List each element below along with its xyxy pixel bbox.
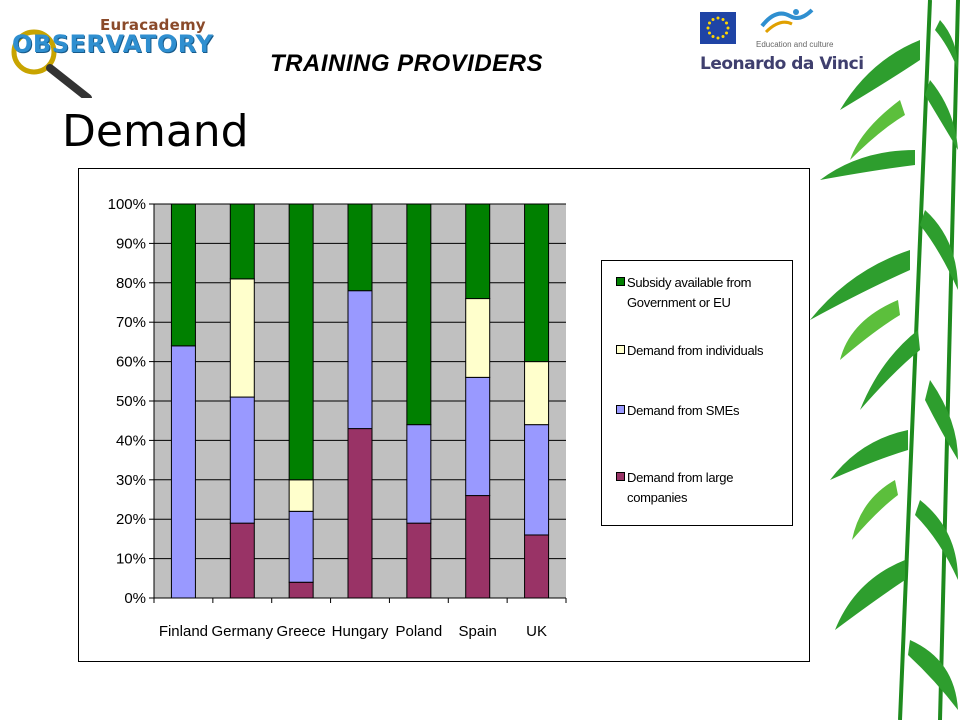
legend-label: Demand from large companies <box>627 470 734 505</box>
y-tick-label: 80% <box>116 275 146 292</box>
bar-segment <box>288 479 314 512</box>
chart-frame: 0% 10% 20% 30% 40% 50% 60% 70% 80% 90% 100% Finlan… <box>78 168 810 662</box>
bar-segment <box>465 495 491 599</box>
legend-swatch <box>616 277 625 286</box>
bar-segment <box>229 203 255 280</box>
bar-segment <box>229 278 255 398</box>
x-tick-label: Poland <box>395 623 442 640</box>
y-tick-label: 20% <box>116 511 146 528</box>
bar-segment <box>170 203 196 347</box>
y-tick-label: 30% <box>116 472 146 489</box>
bar-segment <box>347 203 373 292</box>
y-tick-label: 90% <box>116 235 146 252</box>
y-tick-label: 60% <box>116 354 146 371</box>
logo-euracademy-text: Euracademy <box>100 16 206 34</box>
magnifier-icon <box>11 29 92 98</box>
chart-legend: Subsidy available from Government or EU D… <box>601 260 793 526</box>
bar-segment <box>288 203 314 481</box>
bar-segment <box>465 298 491 378</box>
bamboo-decoration <box>810 0 960 720</box>
legend-swatch <box>616 472 625 481</box>
legend-swatch <box>616 405 625 414</box>
y-tick-label: 100% <box>108 196 146 213</box>
x-tick-labels: Finland Germany Greece Hungary Poland Spain UK <box>159 623 547 640</box>
legend-swatch <box>616 345 625 354</box>
x-tick-label: Finland <box>159 623 208 640</box>
eu-flag-icon <box>700 12 736 44</box>
legend-label: Subsidy available from Government or EU <box>627 275 752 310</box>
bar-segment <box>288 510 314 583</box>
bar-segment <box>229 396 255 524</box>
bar-segment <box>288 581 314 599</box>
page-title: Demand <box>62 106 249 157</box>
bar-segment <box>465 203 491 300</box>
x-tick-label: Germany <box>211 623 273 640</box>
x-tick-label: Hungary <box>332 623 389 640</box>
partner-name: Leonardo da Vinci <box>700 54 864 74</box>
bar-segment <box>229 522 255 599</box>
bar-segment <box>347 290 373 430</box>
stacked-bar-chart: 0% 10% 20% 30% 40% 50% 60% 70% 80% 90% 100% Finlan… <box>108 196 567 640</box>
legend-label: Demand from individuals <box>627 343 764 358</box>
observatory-logo: Euracademy OBSERVATORY <box>4 4 213 98</box>
bar-segment <box>524 424 550 536</box>
axes <box>153 204 567 603</box>
leonardo-da-vinci-logo-icon <box>760 8 814 34</box>
y-tick-label: 70% <box>116 314 146 331</box>
y-tick-label: 0% <box>124 590 146 607</box>
x-tick-label: Spain <box>459 623 497 640</box>
legend-label: Demand from SMEs <box>627 403 740 418</box>
bar-segment <box>406 522 432 599</box>
y-tick-label: 10% <box>116 551 146 568</box>
bar-segment <box>406 424 432 524</box>
bar-segment <box>347 428 373 599</box>
bar-segment <box>524 534 550 599</box>
x-tick-label: Greece <box>277 623 326 640</box>
y-tick-label: 50% <box>116 393 146 410</box>
partner-subtitle: Education and culture <box>756 40 834 49</box>
bar-segment <box>524 203 550 363</box>
bar-segment <box>524 361 550 426</box>
x-tick-label: UK <box>526 623 547 640</box>
section-title: TRAINING PROVIDERS <box>270 50 544 77</box>
bar-segment <box>170 345 196 599</box>
y-tick-labels: 0% 10% 20% 30% 40% 50% 60% 70% 80% 90% 100% <box>108 196 146 607</box>
bars <box>170 203 550 599</box>
y-tick-label: 40% <box>116 432 146 449</box>
logo-observatory-text: OBSERVATORY <box>12 30 214 58</box>
bar-segment <box>465 376 491 497</box>
bar-segment <box>406 203 432 426</box>
